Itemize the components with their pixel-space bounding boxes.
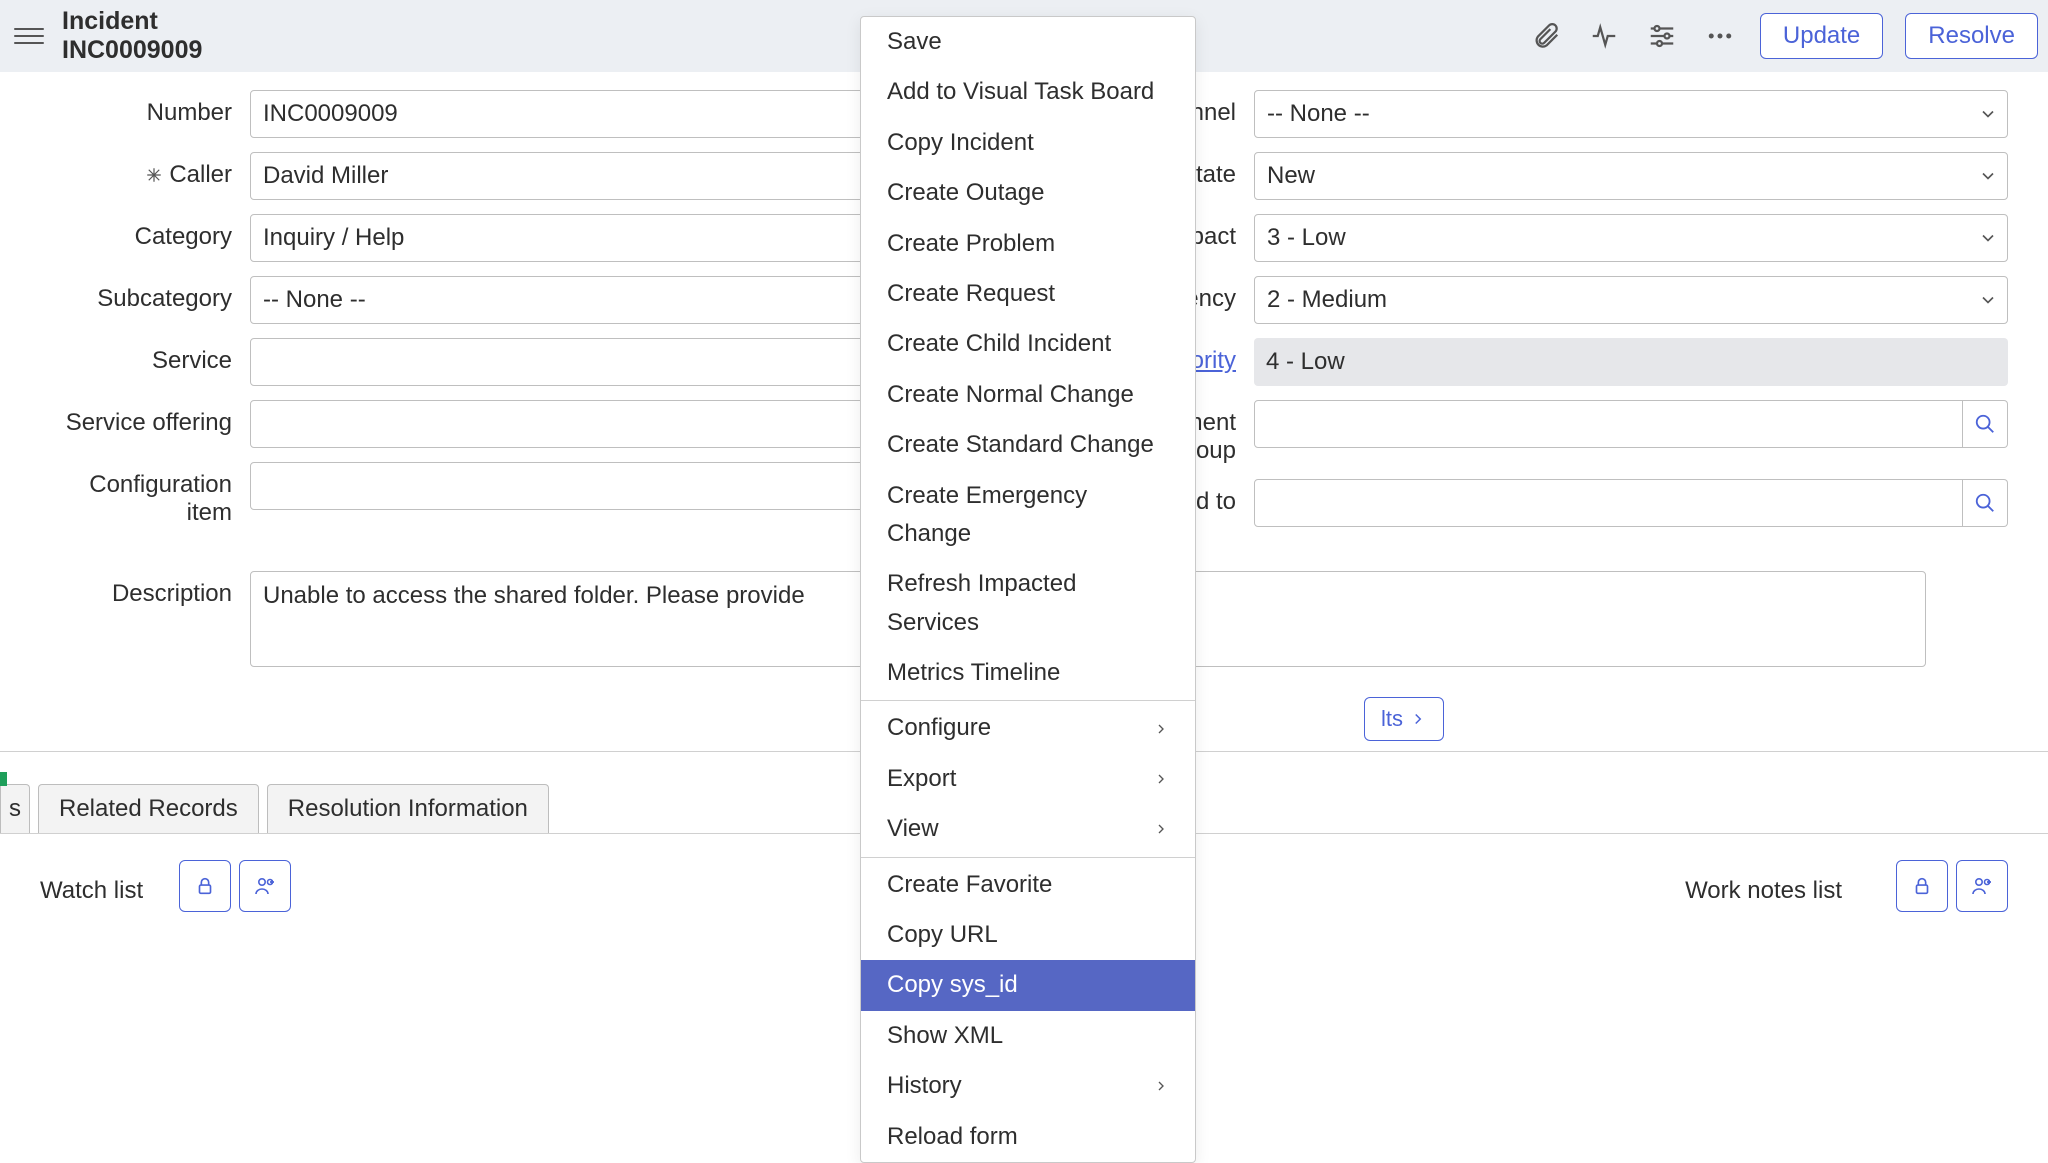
record-type: Incident — [62, 7, 202, 36]
caller-label: Caller — [40, 152, 250, 189]
impact-select[interactable] — [1254, 214, 2008, 262]
state-select[interactable] — [1254, 152, 2008, 200]
ctx-refresh-impacted-services[interactable]: Refresh Impacted Services — [861, 559, 1195, 648]
ctx-save[interactable]: Save — [861, 17, 1195, 67]
work-notes-add-user-icon[interactable] — [1956, 860, 2008, 912]
assigned-to-lookup-icon[interactable] — [1963, 479, 2008, 527]
watch-list-label: Watch list — [40, 868, 161, 905]
tab-resolution-info[interactable]: Resolution Information — [267, 784, 549, 833]
ctx-create-problem[interactable]: Create Problem — [861, 219, 1195, 269]
ctx-configure[interactable]: Configure — [861, 703, 1195, 753]
work-notes-list-label: Work notes list — [1685, 868, 1860, 905]
category-label: Category — [40, 214, 250, 251]
chevron-right-icon — [1153, 821, 1169, 837]
tab-truncated[interactable]: s — [0, 784, 30, 833]
section-indicator — [0, 772, 7, 786]
ctx-create-emergency-change[interactable]: Create Emergency Change — [861, 471, 1195, 560]
ctx-create-child-incident[interactable]: Create Child Incident — [861, 319, 1195, 369]
service-input[interactable] — [250, 338, 959, 386]
resolve-button[interactable]: Resolve — [1905, 13, 2038, 59]
required-icon — [145, 166, 163, 184]
description-label: Description — [40, 571, 250, 608]
chevron-right-icon — [1153, 721, 1169, 737]
ctx-create-outage[interactable]: Create Outage — [861, 168, 1195, 218]
context-menu: Save Add to Visual Task Board Copy Incid… — [860, 16, 1196, 1163]
ctx-create-standard-change[interactable]: Create Standard Change — [861, 420, 1195, 470]
service-label: Service — [40, 338, 250, 375]
topbar-actions: Update Resolve — [1528, 13, 2038, 59]
related-results-text: lts — [1381, 706, 1403, 732]
service-offering-input[interactable] — [250, 400, 959, 448]
channel-select[interactable] — [1254, 90, 2008, 138]
update-button[interactable]: Update — [1760, 13, 1883, 59]
assignment-group-input[interactable] — [1254, 400, 1963, 448]
chevron-right-icon — [1153, 771, 1169, 787]
ctx-separator — [861, 700, 1195, 701]
ctx-create-favorite[interactable]: Create Favorite — [861, 860, 1195, 910]
record-number: INC0009009 — [62, 36, 202, 65]
assignment-group-lookup-icon[interactable] — [1963, 400, 2008, 448]
work-notes-lock-icon[interactable] — [1896, 860, 1948, 912]
ctx-add-visual-task-board[interactable]: Add to Visual Task Board — [861, 67, 1195, 117]
assigned-to-input[interactable] — [1254, 479, 1963, 527]
priority-value: 4 - Low — [1254, 338, 2008, 386]
ctx-create-request[interactable]: Create Request — [861, 269, 1195, 319]
ctx-copy-url[interactable]: Copy URL — [861, 910, 1195, 960]
watch-list-lock-icon[interactable] — [179, 860, 231, 912]
number-label: Number — [40, 90, 250, 127]
ctx-create-normal-change[interactable]: Create Normal Change — [861, 370, 1195, 420]
more-icon[interactable] — [1702, 18, 1738, 54]
ctx-history[interactable]: History — [861, 1061, 1195, 1111]
config-item-label: Configuration item — [40, 462, 250, 527]
chevron-right-icon — [1153, 1078, 1169, 1094]
ctx-metrics-timeline[interactable]: Metrics Timeline — [861, 648, 1195, 698]
watch-list-add-user-icon[interactable] — [239, 860, 291, 912]
subcategory-label: Subcategory — [40, 276, 250, 313]
hamburger-icon[interactable] — [14, 28, 44, 44]
config-item-input[interactable] — [250, 462, 959, 510]
related-results-button[interactable]: lts — [1364, 697, 1444, 741]
ctx-show-xml[interactable]: Show XML — [861, 1011, 1195, 1061]
settings-sliders-icon[interactable] — [1644, 18, 1680, 54]
ctx-view[interactable]: View — [861, 804, 1195, 854]
ctx-reload-form[interactable]: Reload form — [861, 1112, 1195, 1162]
ctx-export[interactable]: Export — [861, 754, 1195, 804]
activity-icon[interactable] — [1586, 18, 1622, 54]
record-title: Incident INC0009009 — [62, 7, 202, 65]
tab-related-records[interactable]: Related Records — [38, 784, 259, 833]
urgency-select[interactable] — [1254, 276, 2008, 324]
attachment-icon[interactable] — [1528, 18, 1564, 54]
service-offering-label: Service offering — [40, 400, 250, 437]
ctx-separator — [861, 857, 1195, 858]
ctx-copy-incident[interactable]: Copy Incident — [861, 118, 1195, 168]
ctx-copy-sys-id[interactable]: Copy sys_id — [861, 960, 1195, 1010]
caller-input[interactable] — [250, 152, 901, 200]
